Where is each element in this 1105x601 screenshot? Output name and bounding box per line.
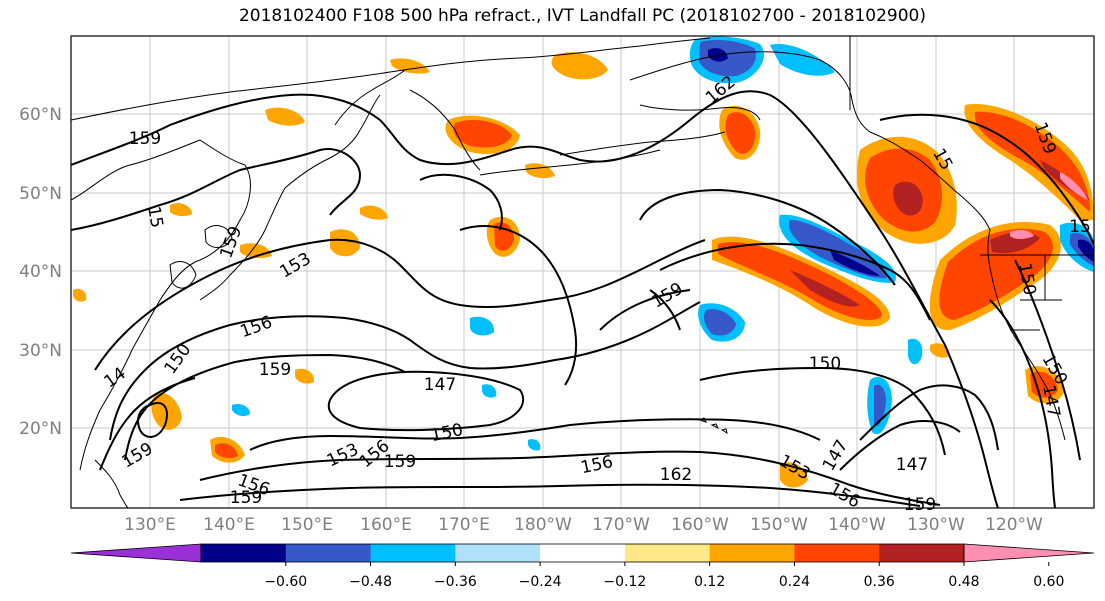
colorbar-tick-label: −0.60 xyxy=(264,574,307,590)
shading-positive xyxy=(73,52,1094,488)
colorbar-tick-label: 0.24 xyxy=(779,574,810,590)
colorbar-cell xyxy=(709,544,795,562)
lon-tick-label: 170°W xyxy=(592,515,650,535)
contour-label: 15 xyxy=(143,205,166,230)
colorbar-tick-label: −0.24 xyxy=(519,574,562,590)
lon-tick-label: 180°W xyxy=(514,515,572,535)
contour-label: 147 xyxy=(896,455,928,475)
contour-label: 159 xyxy=(230,488,262,508)
longitude-labels: 130°E 140°E 150°E 160°E 170°E 180°W 170°… xyxy=(124,515,1043,535)
map-title: 2018102400 F108 500 hPa refract., IVT La… xyxy=(238,6,926,26)
lat-tick-label: 20°N xyxy=(19,419,62,439)
contour-label: 162 xyxy=(660,465,692,485)
lon-tick-label: 120°W xyxy=(985,515,1043,535)
colorbar-cell xyxy=(624,544,711,562)
colorbar-tick-label: −0.48 xyxy=(349,574,392,590)
coastlines xyxy=(71,36,1094,508)
contour-label: 159 xyxy=(904,495,936,515)
contour-label: 147 xyxy=(424,375,456,395)
lon-tick-label: 150°W xyxy=(750,515,808,535)
lon-tick-label: 160°E xyxy=(360,515,412,535)
colorbar: −0.60 −0.48 −0.36 −0.24 −0.12 0.12 0.24 0.36 0.4… xyxy=(70,543,1095,590)
contour-label: 15 xyxy=(1069,217,1091,237)
colorbar-extension-high xyxy=(963,543,1095,563)
colorbar-tick-label: −0.36 xyxy=(434,574,477,590)
latitude-labels: 60°N 50°N 40°N 30°N 20°N xyxy=(19,105,62,439)
colorbar-tick-label: 0.36 xyxy=(864,574,895,590)
colorbar-extension-low xyxy=(70,543,202,563)
lon-tick-label: 140°E xyxy=(203,515,255,535)
lat-tick-label: 50°N xyxy=(19,184,62,204)
colorbar-cell xyxy=(455,544,541,562)
colorbar-tick-label: 0.60 xyxy=(1033,574,1064,590)
lon-tick-label: 130°E xyxy=(124,515,176,535)
contour-label: 159 xyxy=(129,129,161,149)
colorbar-tick-label: 0.48 xyxy=(948,574,979,590)
colorbar-cell xyxy=(794,544,880,562)
lon-tick-label: 170°E xyxy=(438,515,490,535)
lat-tick-label: 60°N xyxy=(19,105,62,125)
lon-tick-label: 150°E xyxy=(281,515,333,535)
contour-label: 159 xyxy=(384,452,416,472)
colorbar-cell xyxy=(201,544,287,562)
colorbar-cell xyxy=(285,544,372,562)
colorbar-cell xyxy=(540,544,626,562)
lat-tick-label: 30°N xyxy=(19,341,62,361)
colorbar-tick-label: −0.12 xyxy=(603,574,646,590)
shading-negative xyxy=(232,36,1094,451)
lon-tick-label: 160°W xyxy=(671,515,729,535)
colorbar-cell xyxy=(879,544,965,562)
map-border xyxy=(70,35,1095,509)
colorbar-frame xyxy=(200,543,965,563)
contour-label: 159 xyxy=(259,360,291,380)
colorbar-cell xyxy=(370,544,456,562)
lat-tick-label: 40°N xyxy=(19,262,62,282)
contour-label: 150 xyxy=(809,354,841,374)
colorbar-tick-label: 0.12 xyxy=(694,574,725,590)
lon-tick-label: 140°W xyxy=(828,515,886,535)
lon-tick-label: 130°W xyxy=(907,515,965,535)
contour-lines xyxy=(71,90,1094,508)
